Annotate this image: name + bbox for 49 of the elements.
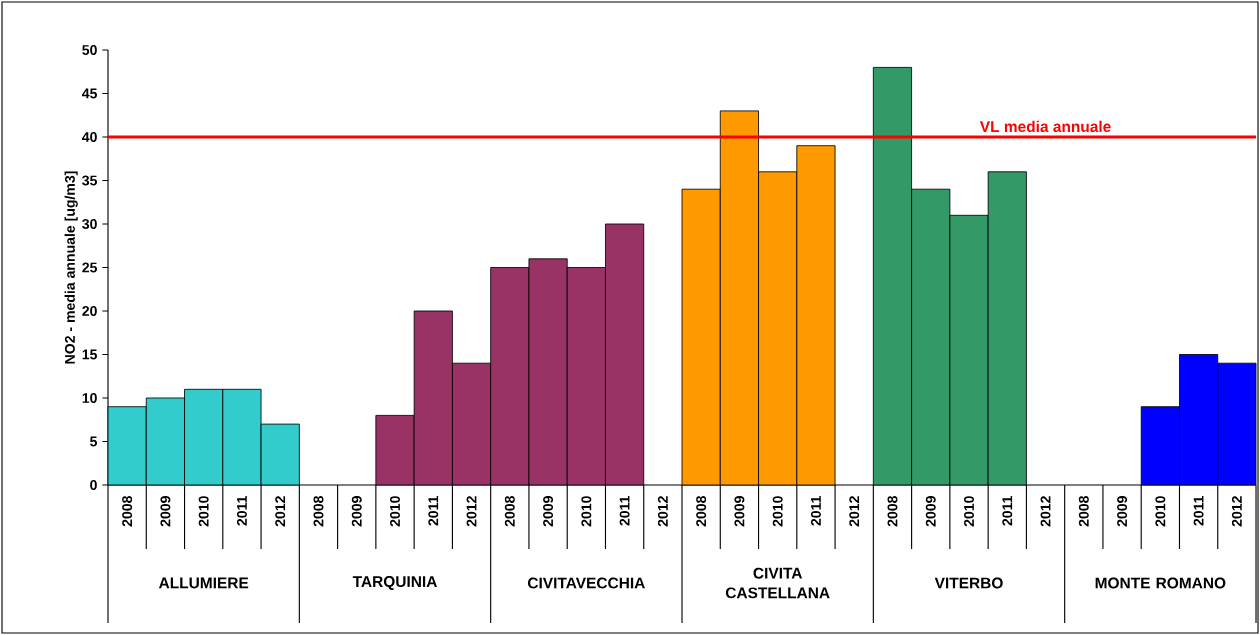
y-tick-label: 15 — [82, 349, 98, 360]
y-tick-label: 50 — [82, 45, 97, 55]
text: ALLUMIERE — [158, 577, 249, 589]
x-tick-label: 2009 — [351, 496, 362, 527]
ref-line-label: VL media annuale — [979, 120, 1111, 133]
y-tick-label: 20 — [82, 306, 97, 316]
x-tick-label: 2008 — [1078, 496, 1089, 527]
x-tick-label: 2009 — [160, 496, 171, 527]
x-tick-label: 2010 — [198, 496, 209, 527]
y-tick-label: 30 — [82, 219, 97, 229]
x-tick-label: 2011 — [810, 495, 821, 526]
y-tick-label: 35 — [82, 175, 98, 186]
x-tick-label: 2010 — [390, 496, 400, 527]
x-tick-label: 2010 — [1155, 496, 1166, 527]
text: VITERBO — [934, 577, 1003, 589]
y-tick-label: 45 — [82, 88, 98, 99]
x-tick-label: 2012 — [275, 496, 286, 527]
x-tick-label: 2011 — [236, 495, 247, 526]
x-tick-label: 2008 — [887, 496, 898, 527]
text: CIVITAVECCHIA — [527, 577, 645, 589]
x-tick-label: 2012 — [1040, 496, 1051, 527]
y-tick-label: 40 — [82, 132, 97, 142]
x-tick-label: 2011 — [1002, 495, 1013, 526]
x-tick-label: 2011 — [428, 495, 439, 526]
x-tick-label: 2009 — [543, 496, 554, 527]
text: TARQUINIA — [352, 576, 437, 590]
text: CIVITA CASTELLANA — [725, 567, 830, 599]
x-tick-label: 2012 — [657, 496, 668, 527]
y-tick-label: 5 — [90, 436, 98, 447]
x-tick-label: 2011 — [1193, 495, 1204, 526]
x-tick-label: 2009 — [925, 496, 936, 527]
y-tick-label: 10 — [82, 393, 97, 403]
x-tick-label: 2008 — [122, 496, 133, 527]
text: MONTE ROMANO — [1095, 577, 1226, 589]
y-axis-title: NO2 - media annuale [ug/m3] — [64, 171, 78, 364]
x-tick-label: 2008 — [696, 496, 707, 527]
x-tick-label: 2012 — [849, 496, 860, 527]
x-tick-label: 2008 — [313, 496, 324, 527]
y-tick-label: 0 — [90, 480, 97, 490]
x-tick-label: 2009 — [734, 496, 745, 527]
x-tick-label: 2010 — [772, 496, 783, 527]
x-tick-label: 2012 — [466, 496, 477, 527]
x-tick-label: 2010 — [964, 496, 974, 527]
x-tick-label: 2008 — [504, 496, 515, 527]
x-tick-label: 2011 — [619, 495, 630, 526]
x-tick-label: 2010 — [581, 496, 592, 527]
y-tick-label: 25 — [82, 262, 98, 273]
x-tick-label: 2012 — [1231, 496, 1242, 527]
x-tick-label: 2009 — [1117, 496, 1128, 527]
